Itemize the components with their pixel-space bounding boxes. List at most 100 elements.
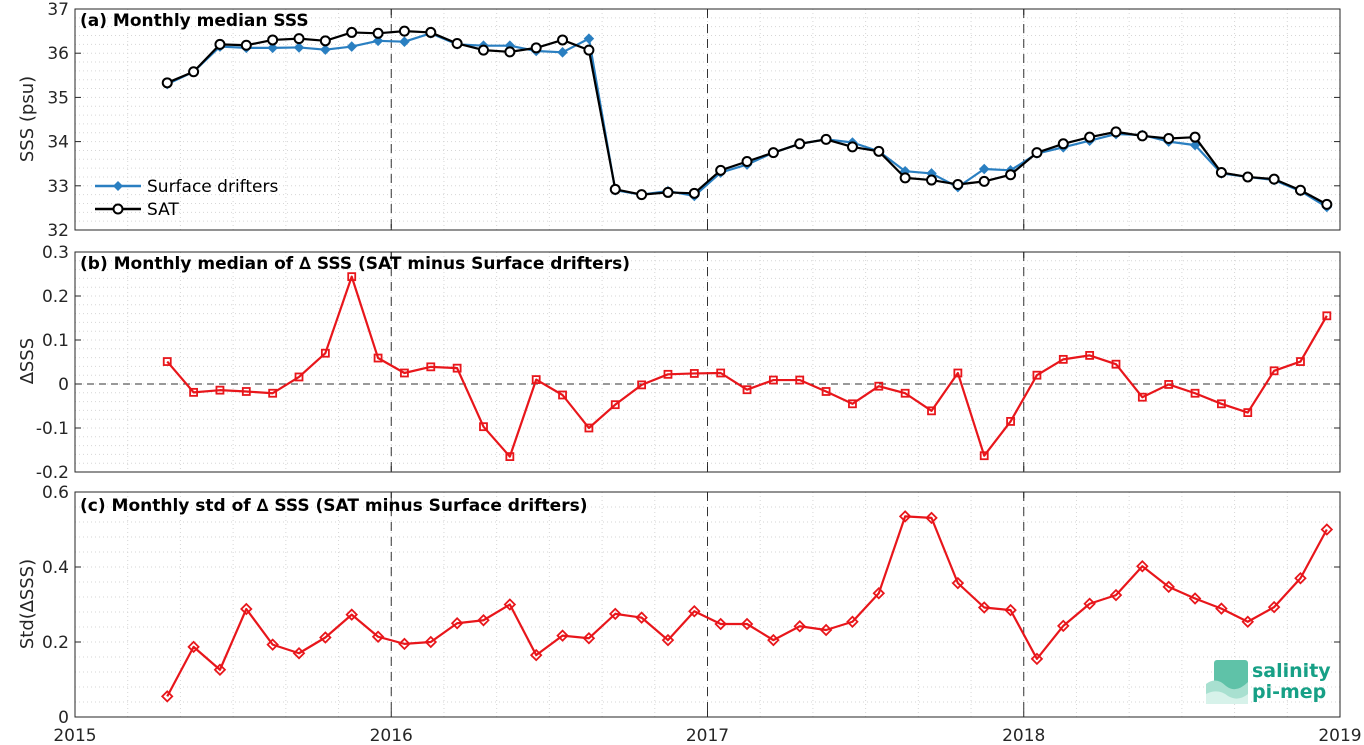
panel-b-ytick-label: 0.2 (42, 287, 69, 307)
panel-a-series-1-point (267, 34, 279, 46)
panel-a-series-0-point (399, 36, 410, 47)
panel-a-series-1-point (820, 133, 832, 145)
panel-b-series-0-point (848, 399, 857, 409)
xtick-label: 2019 (1318, 726, 1361, 745)
panel-c-series-0-point (529, 648, 543, 662)
panel-b-series-0-point (426, 362, 436, 372)
panel-c-series-0-point (661, 633, 675, 647)
panel-a-series-0-point (267, 42, 278, 54)
panel-b-series-0-point (452, 363, 462, 373)
panel-c-series-0-point (213, 663, 227, 677)
panel-c-series-0-point (977, 601, 991, 614)
panel-b-series-0-point (268, 388, 278, 398)
panel-b-series-0-point (531, 375, 541, 385)
panel-a-series-1-point (952, 178, 964, 190)
panel-a-series-1-point (214, 38, 226, 50)
panel-c-series-0-point (1004, 603, 1017, 617)
panel-b-series-0-point (1137, 392, 1147, 402)
panel-a-series-1-point (425, 26, 437, 38)
panel-c-series-0-point (740, 617, 754, 631)
panel-c-series-0-point (872, 586, 886, 600)
logo-line1: salinity (1252, 660, 1331, 682)
panel-a-series-1-point (688, 187, 700, 199)
panel-a-series-1-point (978, 175, 990, 187)
panel-a-ytick-label: 34 (47, 133, 69, 153)
panel-c-series-0-point (898, 510, 912, 523)
panel-a-title: (a) Monthly median SSS (80, 11, 309, 31)
panel-a-series-0-point (978, 163, 990, 175)
panel-a-series-1-point (1163, 133, 1175, 145)
panel-c-ytick-label: 0.6 (42, 483, 69, 503)
panel-b-series-0-point (584, 423, 594, 433)
panel-a-series-1-point (1084, 131, 1096, 143)
panel-c-series-0-point (266, 638, 279, 651)
panel-c-series-0-point (1030, 652, 1044, 666)
panel-c-series-0-point (503, 598, 517, 611)
panel-a-series-1-point (609, 183, 621, 195)
legend: Surface drifters SAT (95, 177, 278, 220)
panel-c-series-0-point (1083, 597, 1096, 611)
panel-a-series-1-point (557, 34, 569, 46)
panel-b-series-0-point (294, 372, 304, 382)
panel-b-median-delta-sss: -0.2 -0.1 0 0.1 0.2 0.3 (36, 243, 1341, 483)
panel-c-series-0-point (793, 619, 807, 633)
panel-c-series-0-point (1267, 600, 1281, 614)
panel-a-series-1-point (1215, 167, 1227, 179)
panel-b-series-0-point (742, 385, 752, 395)
panel-b-series-0-point (927, 406, 936, 416)
panel-a-series-0-point (320, 44, 331, 55)
panel-b-series-0-point (1164, 380, 1174, 389)
panel-a-series-0-point (557, 47, 568, 58)
wave-icon (1206, 660, 1248, 704)
panel-b-series-0-point (189, 387, 198, 397)
panel-c-series-0-point (1109, 588, 1123, 602)
panel-c-series-0-point (951, 576, 965, 590)
panel-c-series-0-point (582, 631, 596, 645)
panel-c-ylabel: Std(∆SSS) (17, 559, 38, 649)
legend-drifters-marker (113, 181, 123, 191)
panel-a-series-1-point (161, 77, 173, 89)
legend-sat-label: SAT (147, 200, 179, 220)
panel-a-series-1-point (504, 46, 516, 58)
panel-c-series-0-point (925, 511, 938, 525)
panel-c-ytick-label: 0 (58, 708, 69, 728)
panel-a-series-1-point (846, 141, 858, 153)
panel-a-series-1-point (319, 35, 331, 47)
panel-c-series-0-point (1215, 602, 1228, 615)
panel-b-ytick-label: 0.1 (42, 331, 69, 351)
xtick-label: 2018 (1002, 726, 1045, 745)
legend-drifters-label: Surface drifters (147, 177, 278, 197)
panel-b-series-0-point (479, 422, 488, 432)
panel-a-series-0-point (346, 41, 357, 52)
panel-a-series-1-point (1031, 147, 1043, 159)
panel-a-series-1-point (899, 172, 911, 184)
panel-b-series-0-point (1006, 416, 1015, 426)
panel-a-series-1-point (1294, 184, 1306, 196)
panel-b-series-0-point (663, 369, 673, 379)
panel-a-ytick-label: 37 (47, 0, 69, 20)
panel-c-series-0-point (240, 602, 253, 616)
logo-line2: pi-mep (1252, 681, 1326, 703)
panel-c-series-0-point (319, 631, 332, 644)
panel-a-series-1-point (477, 44, 489, 56)
panel-b-series-0-point (874, 381, 884, 391)
panel-a-ylabel: SSS (psu) (17, 76, 38, 162)
panel-a-series-0-point (583, 33, 595, 44)
xtick-label: 2016 (370, 726, 413, 745)
panel-a-series-1-point (1057, 138, 1069, 150)
panel-a-series-1-point (530, 42, 542, 54)
panel-b-series-0-point (162, 357, 172, 366)
panel-c-series-0-point (160, 690, 174, 703)
panel-c-series-0-point (371, 630, 385, 644)
panel-c-series-0-point (688, 604, 701, 618)
panel-b-series-0-point (979, 451, 989, 461)
panel-a-series-1-point (583, 44, 595, 56)
panel-a-series-1-point (767, 147, 779, 159)
panel-c-series-0-point (635, 611, 648, 624)
panel-b-series-0-point (900, 388, 910, 398)
legend-sat-marker (112, 203, 124, 215)
panel-a-series-1-point (715, 164, 727, 176)
panel-a-series-1-point (1189, 131, 1201, 143)
panel-b-series-0-point (953, 368, 963, 378)
panel-c-series-0-point (345, 608, 358, 621)
